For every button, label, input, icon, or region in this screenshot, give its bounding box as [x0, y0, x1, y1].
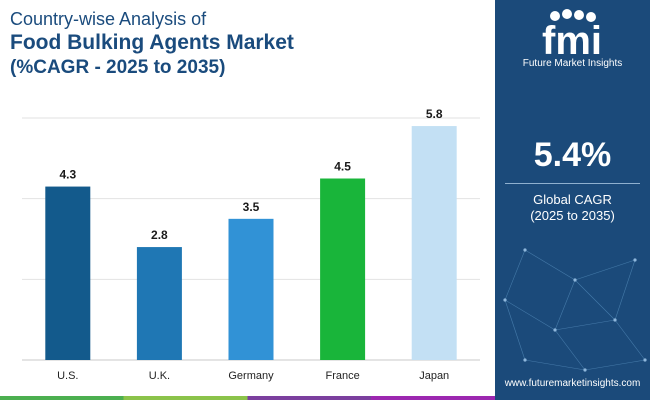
chart-title-line-2: Food Bulking Agents Market — [10, 31, 294, 54]
x-tick-label: U.K. — [149, 370, 170, 382]
bottom-color-stripe — [0, 396, 495, 400]
fmi-logo: fmi — [542, 9, 602, 63]
x-tick-label: Germany — [228, 370, 274, 382]
global-cagr-value: 5.4% — [533, 136, 612, 174]
brand-name: Future Market Insights — [522, 58, 623, 69]
x-tick-label: France — [325, 370, 359, 382]
network-decoration — [503, 248, 647, 372]
data-label: 2.8 — [151, 228, 168, 242]
side-panel: fmi Future Market Insights 5.4% Global C… — [495, 0, 650, 400]
chart-title-block: Country-wise Analysis of Food Bulking Ag… — [10, 8, 294, 80]
logo-wordmark: fmi — [542, 19, 602, 63]
bar-germany — [228, 218, 274, 360]
website-url: www.futuremarketinsights.com — [504, 378, 641, 389]
data-label: 4.5 — [334, 160, 351, 174]
bar-chart: 4.3 U.S. 2.8 U.K. 3.5 Germany 4.5 France 5.8 Japa… — [22, 107, 480, 382]
logo-icons — [550, 9, 596, 22]
chart-title-line-1: Country-wise Analysis of — [10, 9, 207, 29]
x-tick-label: Japan — [419, 370, 449, 382]
cagr-divider — [505, 183, 640, 184]
bar-uk — [136, 247, 182, 360]
chart-title-line-3: (%CAGR - 2025 to 2035) — [10, 57, 226, 78]
x-tick-label: U.S. — [57, 370, 78, 382]
global-cagr-label: Global CAGR — [533, 192, 612, 207]
bar-france — [320, 178, 366, 360]
global-cagr-period: (2025 to 2035) — [530, 208, 615, 223]
data-label: 5.8 — [426, 107, 443, 121]
bar-japan — [411, 126, 457, 360]
bar-us — [45, 186, 91, 360]
data-label: 3.5 — [243, 200, 260, 214]
data-label: 4.3 — [59, 168, 76, 182]
